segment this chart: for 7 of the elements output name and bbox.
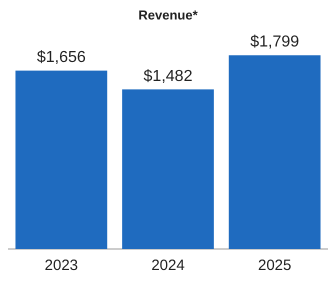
x-tick-label: 2025 — [258, 257, 292, 274]
data-label: $1,799 — [250, 34, 300, 51]
data-label: $1,482 — [144, 68, 193, 85]
x-tick-label: 2023 — [44, 257, 78, 274]
chart-title: Revenue* — [138, 7, 199, 22]
data-label: $1,656 — [36, 49, 86, 66]
x-tick-label: 2024 — [151, 257, 185, 274]
